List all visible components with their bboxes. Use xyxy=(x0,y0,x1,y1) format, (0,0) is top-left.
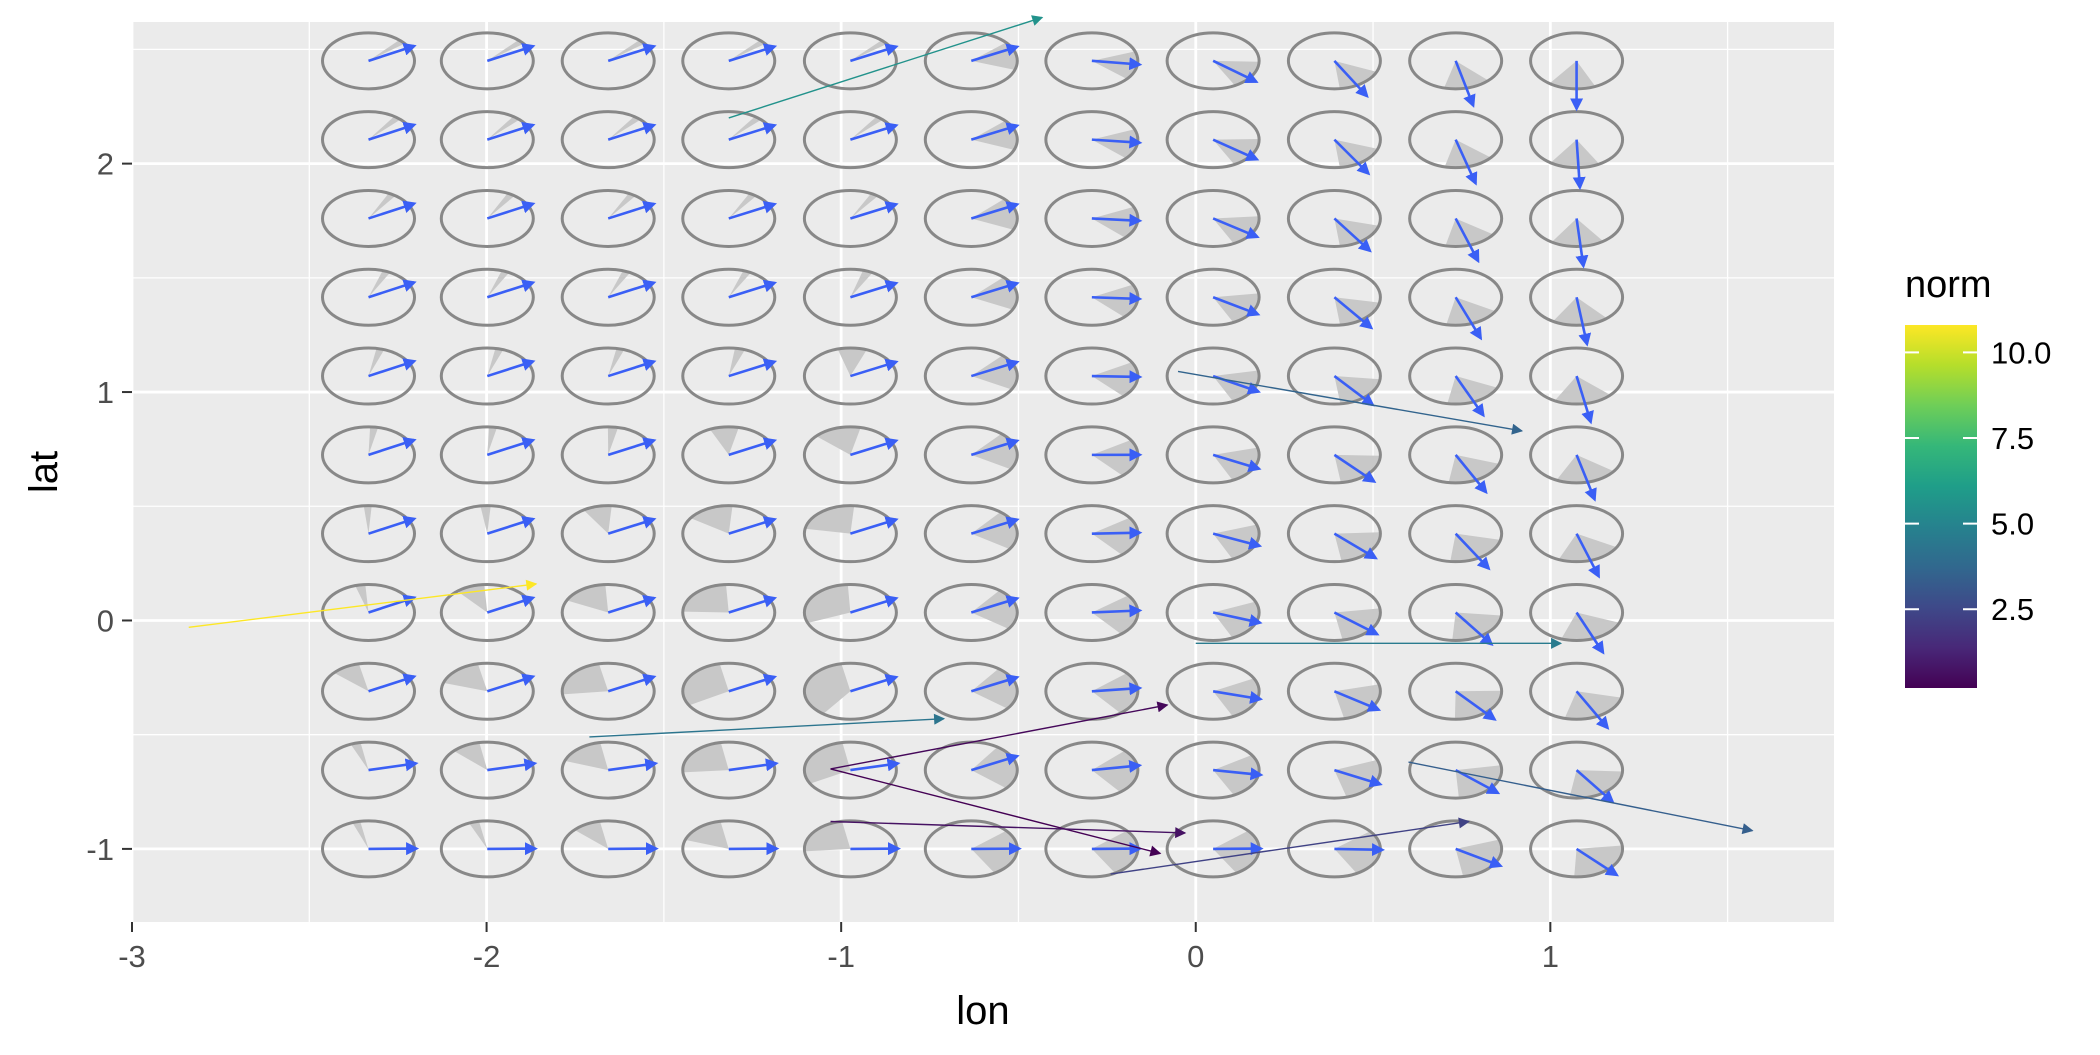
glyph-arrow xyxy=(1092,376,1140,377)
glyph-arrow xyxy=(1092,297,1140,299)
x-tick-label: 0 xyxy=(1187,939,1204,974)
legend-title: norm xyxy=(1905,264,1992,306)
legend-tick-label: 10.0 xyxy=(1991,335,2051,370)
y-tick-label: 2 xyxy=(97,147,114,182)
y-tick-label: -1 xyxy=(86,832,114,867)
glyph-arrow xyxy=(1334,849,1382,850)
legend-tick-label: 5.0 xyxy=(1991,507,2034,542)
legend-tick-label: 7.5 xyxy=(1991,421,2034,456)
x-tick-label: 1 xyxy=(1542,939,1559,974)
legend-colorbar xyxy=(1905,325,1977,688)
legend: norm 2.5 5.0 7.5 10.0 xyxy=(1905,264,2051,688)
x-tick-label: -2 xyxy=(473,939,501,974)
x-tick-label: -3 xyxy=(118,939,146,974)
glyph-arrow xyxy=(1092,533,1140,534)
legend-tick-label: 2.5 xyxy=(1991,592,2034,627)
y-tick-label: 1 xyxy=(97,375,114,410)
x-tick-label: -1 xyxy=(827,939,855,974)
y-axis-label: lat xyxy=(22,451,66,493)
x-axis-label: lon xyxy=(956,989,1009,1033)
y-tick-label: 0 xyxy=(97,603,114,638)
